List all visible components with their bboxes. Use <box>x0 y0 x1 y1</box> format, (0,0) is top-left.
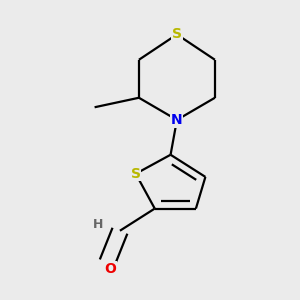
Text: O: O <box>104 262 116 276</box>
Text: S: S <box>172 27 182 41</box>
Text: S: S <box>131 167 141 181</box>
Text: N: N <box>171 113 183 127</box>
Text: H: H <box>93 218 103 231</box>
